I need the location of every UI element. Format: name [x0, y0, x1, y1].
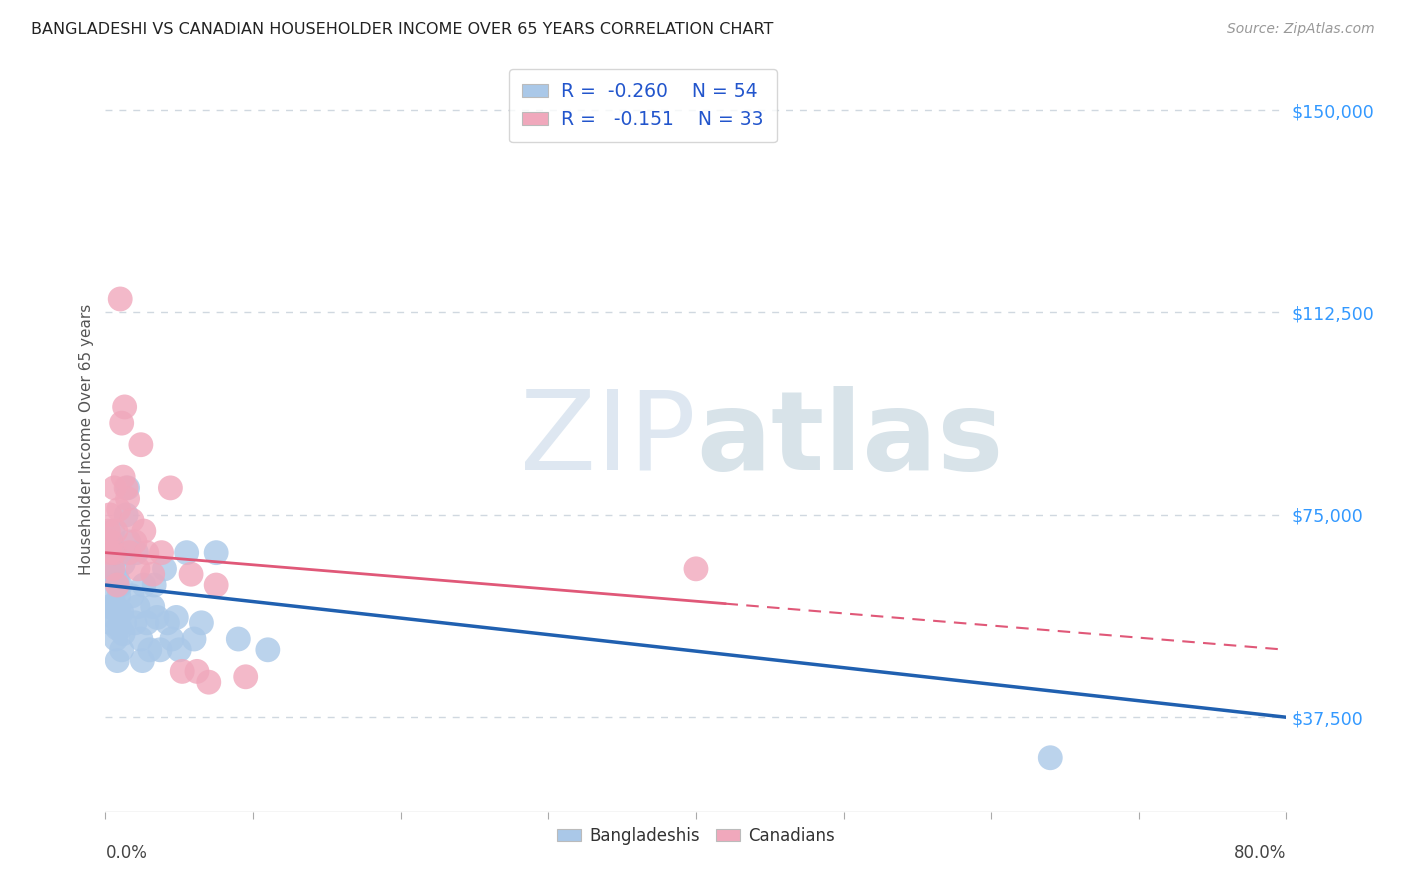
Point — [159, 481, 181, 495]
Point — [107, 605, 129, 619]
Point — [105, 578, 128, 592]
Point — [156, 615, 179, 630]
Point — [115, 481, 138, 495]
Point — [107, 589, 129, 603]
Point — [104, 551, 127, 566]
Point — [114, 615, 136, 630]
Point — [132, 578, 155, 592]
Point — [101, 524, 124, 538]
Point — [98, 534, 121, 549]
Point — [129, 632, 152, 646]
Point — [235, 670, 257, 684]
Point — [135, 546, 157, 560]
Text: atlas: atlas — [696, 386, 1004, 492]
Point — [104, 632, 127, 646]
Point — [183, 632, 205, 646]
Point — [104, 524, 127, 538]
Point — [103, 567, 125, 582]
Point — [117, 481, 139, 495]
Text: ZIP: ZIP — [520, 386, 696, 492]
Text: 0.0%: 0.0% — [105, 844, 148, 862]
Point — [105, 573, 128, 587]
Point — [205, 578, 228, 592]
Point — [112, 626, 135, 640]
Point — [98, 599, 121, 614]
Point — [121, 513, 143, 527]
Point — [131, 654, 153, 668]
Point — [127, 562, 149, 576]
Point — [98, 546, 121, 560]
Point — [160, 632, 183, 646]
Point — [103, 546, 125, 560]
Point — [186, 665, 208, 679]
Point — [101, 562, 124, 576]
Point — [97, 562, 120, 576]
Point — [101, 589, 124, 603]
Point — [146, 610, 169, 624]
Point — [149, 642, 172, 657]
Point — [100, 534, 122, 549]
Y-axis label: Householder Income Over 65 years: Householder Income Over 65 years — [79, 303, 94, 575]
Point — [98, 508, 121, 522]
Point — [117, 491, 139, 506]
Point — [150, 546, 173, 560]
Point — [685, 562, 707, 576]
Point — [110, 292, 132, 306]
Point — [118, 534, 141, 549]
Point — [101, 599, 124, 614]
Point — [112, 470, 135, 484]
Point — [115, 508, 138, 522]
Point — [180, 567, 202, 582]
Point — [142, 599, 165, 614]
Point — [172, 665, 194, 679]
Point — [153, 562, 176, 576]
Point — [121, 589, 143, 603]
Point — [97, 524, 120, 538]
Point — [103, 546, 125, 560]
Point — [110, 621, 132, 635]
Point — [110, 578, 132, 592]
Point — [124, 615, 146, 630]
Point — [105, 621, 128, 635]
Text: BANGLADESHI VS CANADIAN HOUSEHOLDER INCOME OVER 65 YEARS CORRELATION CHART: BANGLADESHI VS CANADIAN HOUSEHOLDER INCO… — [31, 22, 773, 37]
Point — [111, 642, 134, 657]
Point — [143, 578, 166, 592]
Point — [169, 642, 191, 657]
Point — [228, 632, 250, 646]
Point — [103, 481, 125, 495]
Point — [111, 416, 134, 430]
Legend: Bangladeshis, Canadians: Bangladeshis, Canadians — [551, 821, 841, 852]
Point — [125, 546, 148, 560]
Point — [100, 615, 122, 630]
Text: 80.0%: 80.0% — [1234, 844, 1286, 862]
Point — [124, 534, 146, 549]
Point — [135, 615, 157, 630]
Point — [111, 605, 134, 619]
Point — [142, 567, 165, 582]
Point — [104, 599, 127, 614]
Text: Source: ZipAtlas.com: Source: ZipAtlas.com — [1227, 22, 1375, 37]
Point — [257, 642, 280, 657]
Point — [138, 642, 162, 657]
Point — [165, 610, 187, 624]
Point — [132, 524, 155, 538]
Point — [112, 557, 135, 571]
Point — [1039, 750, 1062, 764]
Point — [197, 675, 219, 690]
Point — [107, 502, 129, 516]
Point — [190, 615, 212, 630]
Point — [100, 546, 122, 560]
Point — [127, 599, 149, 614]
Point — [205, 546, 228, 560]
Point — [129, 438, 152, 452]
Point — [114, 400, 136, 414]
Point — [103, 610, 125, 624]
Point — [105, 654, 128, 668]
Point — [118, 546, 141, 560]
Point — [176, 546, 198, 560]
